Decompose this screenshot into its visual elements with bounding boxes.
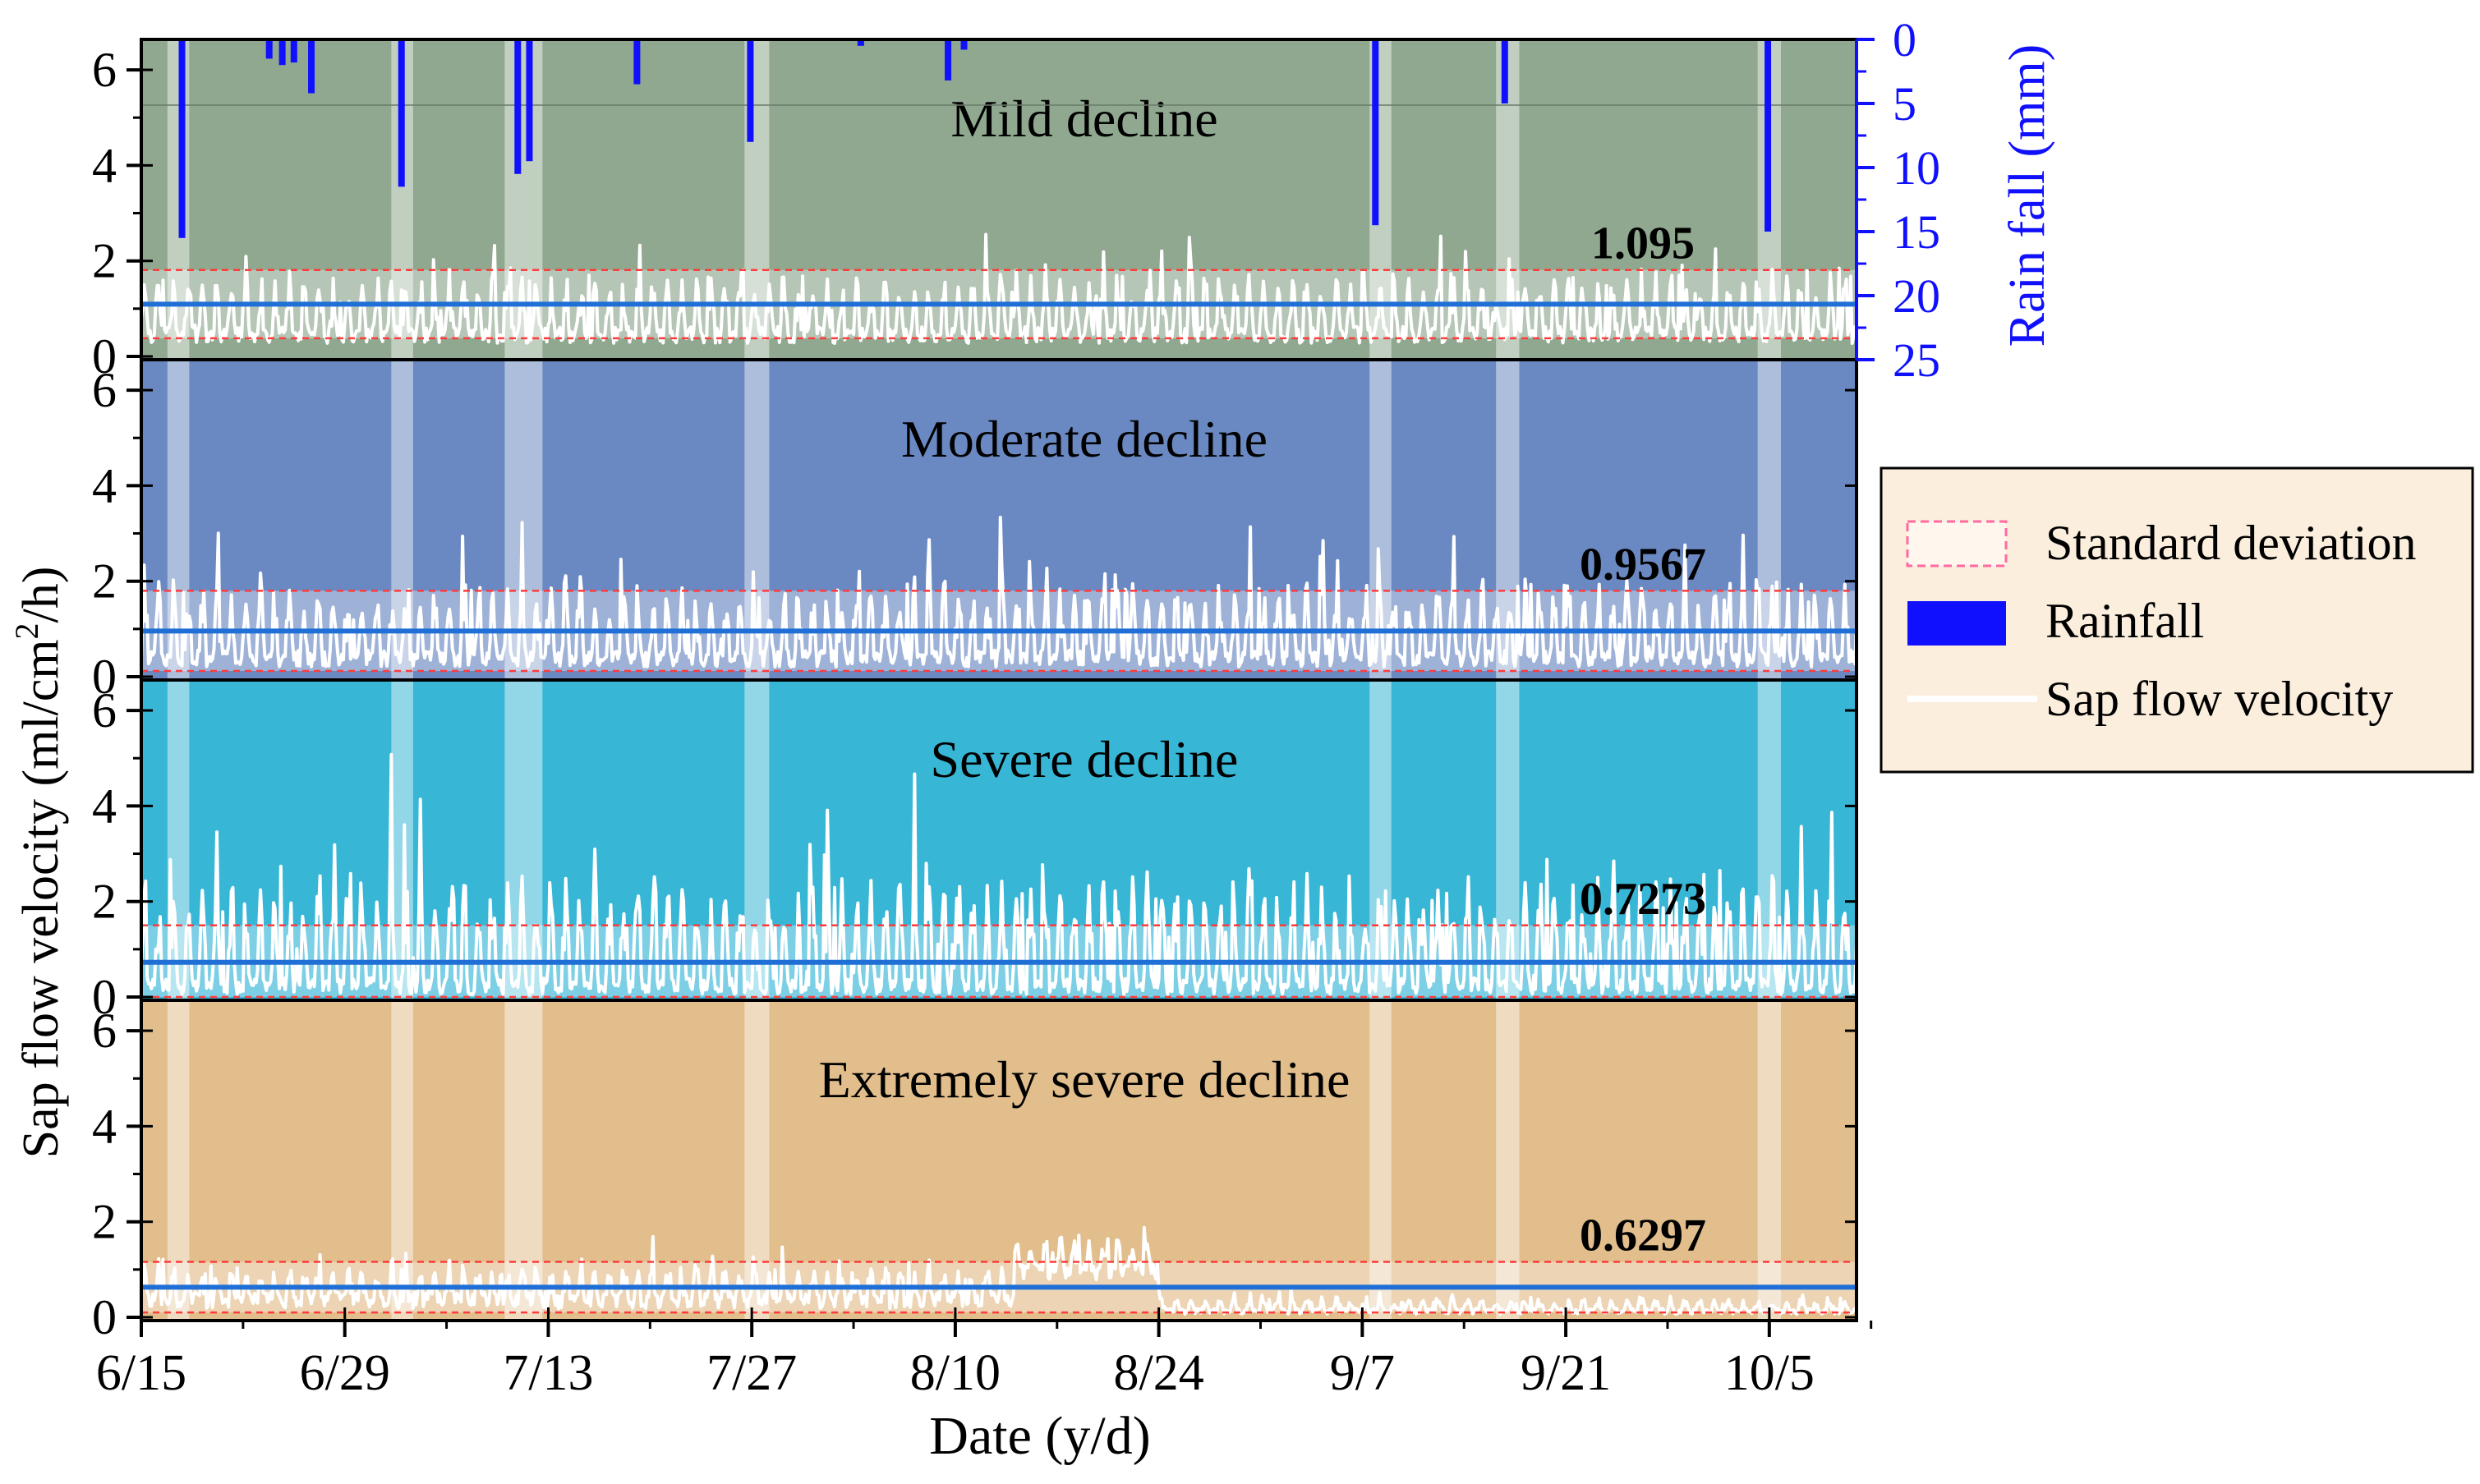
y-axis-tick-label: 2: [92, 554, 117, 609]
rainfall-bar: [526, 39, 533, 162]
rainfall-bar: [747, 39, 754, 142]
x-axis-tick-label: 10/5: [1724, 1345, 1815, 1401]
rainfall-bar: [633, 39, 641, 85]
x-axis-label: Date (y/d): [929, 1406, 1150, 1466]
legend-sd-swatch: [1906, 520, 2008, 567]
rainfall-bar: [290, 39, 297, 63]
panel-title: Extremely severe decline: [819, 1050, 1350, 1109]
x-axis-tick-label: 9/7: [1330, 1345, 1395, 1401]
y-axis-tick-label: 4: [92, 779, 117, 833]
panel-1: 1.095 Mild decline: [140, 38, 1858, 361]
rainfall-bar: [1765, 39, 1772, 232]
x-axis-tick-label: 9/21: [1521, 1345, 1611, 1401]
rain-axis-tick-label: 10: [1893, 141, 1940, 195]
y-axis-tick-label: 6: [92, 363, 117, 417]
rainfall-bar: [278, 39, 286, 66]
panel-title: Severe decline: [931, 730, 1239, 788]
panel-2: 0.9567 Moderate decline: [140, 358, 1858, 682]
rain-band: [1757, 1000, 1781, 1321]
mean-value-label: 0.6297: [1580, 1211, 1706, 1261]
panel-background: [141, 1000, 1857, 1321]
x-axis-tick-label: 7/27: [706, 1345, 797, 1401]
rain-axis-tick-label: 20: [1893, 269, 1940, 323]
y-axis-tick-label: 6: [92, 683, 117, 737]
panel-title: Mild decline: [950, 90, 1217, 148]
rainfall-bar: [1372, 39, 1379, 226]
x-axis-tick-label: 7/13: [503, 1345, 593, 1401]
sap-flow-line: [140, 232, 1858, 345]
y-axis-label-superscript: 2: [8, 623, 45, 639]
y-axis-label-unit: /h): [13, 567, 69, 623]
mean-value-label: 0.9567: [1580, 539, 1706, 590]
rainfall-bar: [178, 39, 186, 238]
rainfall-bar: [945, 39, 952, 80]
y-axis-tick-label: 0: [92, 970, 117, 1024]
rain-axis-tick-label: 25: [1893, 333, 1940, 387]
y-axis-tick-label: 6: [92, 43, 117, 97]
rainfall-bar: [857, 39, 864, 46]
sap-flow-line: [140, 1225, 1858, 1316]
y-axis-tick-label: 0: [92, 1290, 117, 1344]
y-axis-tick-label: 0: [92, 329, 117, 384]
panel-title: Moderate decline: [901, 410, 1268, 468]
rainfall-bar: [398, 39, 405, 187]
mean-value-label: 1.095: [1591, 218, 1695, 269]
rain-band: [744, 1000, 770, 1321]
sap-flow-line: [140, 752, 1858, 996]
y-axis-label: Sap flow velocity (ml/cm2/h): [8, 567, 69, 1159]
y-axis-tick-label: 0: [92, 650, 117, 704]
panel-3: 0.7273 Severe decline: [140, 678, 1858, 1002]
x-axis-tick-label: 6/15: [96, 1345, 186, 1401]
x-axis-tick-label: 8/10: [910, 1345, 1001, 1401]
x-axis-tick-label: 8/24: [1114, 1345, 1204, 1401]
rain-band: [391, 1000, 413, 1321]
rain-band: [1369, 1000, 1392, 1321]
rain-axis-label: Rain fall (mm): [1999, 44, 2055, 347]
y-axis-tick-label: 4: [92, 458, 117, 512]
panel-4: 0.6297 Extremely severe decline: [140, 999, 1858, 1322]
y-axis-tick-label: 2: [92, 1195, 117, 1249]
legend-label: Sap flow velocity: [2045, 672, 2393, 726]
rain-axis-tick-label: 5: [1893, 77, 1916, 131]
legend-label: Rainfall: [2045, 594, 2204, 648]
legend-rain-swatch: [1907, 601, 2006, 646]
y-axis-tick-label: 4: [92, 1099, 117, 1153]
legend-label: Standard deviation: [2045, 516, 2417, 570]
rain-axis-tick-label: 0: [1893, 13, 1916, 67]
panel-frame: [140, 999, 1858, 1322]
rain-band: [167, 1000, 190, 1321]
legend: Standard deviation Rainfall Sap flow veloc…: [1880, 466, 2474, 774]
y-axis-tick-label: 4: [92, 138, 117, 192]
rainfall-bar: [1501, 39, 1508, 103]
x-axis-tick-label: 6/29: [300, 1345, 390, 1401]
rainfall-bar: [308, 39, 315, 94]
rain-axis-tick-label: 15: [1893, 205, 1940, 259]
y-axis-tick-label: 2: [92, 234, 117, 288]
rainfall-bar: [514, 39, 522, 174]
y-axis-tick-label: 6: [92, 1004, 117, 1058]
sap-flow-line: [140, 516, 1858, 668]
mean-value-label: 0.7273: [1580, 874, 1706, 925]
rain-band: [1496, 1000, 1520, 1321]
rainfall-bar: [960, 39, 968, 50]
rainfall-bar: [265, 39, 273, 59]
y-axis-label-text: Sap flow velocity (ml/cm: [13, 639, 69, 1158]
y-axis-tick-label: 2: [92, 875, 117, 929]
